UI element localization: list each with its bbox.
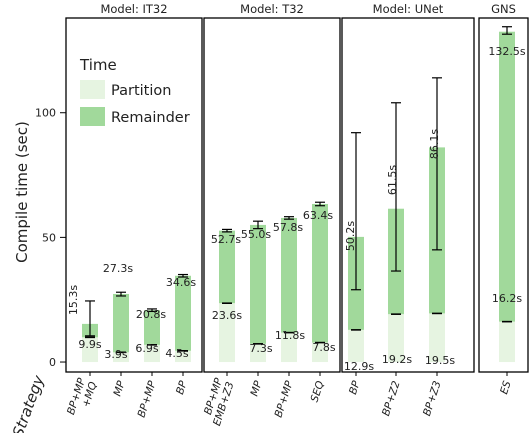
x-tick-label: BP: [347, 379, 363, 396]
panel-frame: [65, 17, 203, 373]
x-tick-label: MP: [111, 379, 127, 398]
bar-partition: [388, 314, 404, 363]
total-value-label: 132.5s: [488, 45, 525, 58]
legend-title: Time: [79, 56, 117, 74]
partition-value-label: 7.3s: [249, 342, 272, 355]
total-value-label: 55.0s: [241, 228, 271, 241]
total-value-label: 61.5s: [386, 165, 399, 195]
partition-value-label: 16.2s: [492, 292, 522, 305]
total-value-label: 63.4s: [303, 209, 333, 222]
bar-remainder: [175, 275, 191, 351]
bar-partition: [348, 329, 364, 363]
x-tick-label: BP+MP: [273, 379, 296, 419]
legend-swatch: [80, 107, 105, 126]
x-tick-label: BP+Z2: [380, 379, 403, 417]
x-tick-label: BP+MP+MQ: [65, 376, 100, 420]
bar-partition: [312, 342, 328, 363]
x-tick-label-line: BP: [347, 379, 363, 396]
y-tick-label: 50: [42, 231, 56, 244]
x-axis-label: Strategy: [9, 372, 48, 433]
x-tick-label: BP+MP: [136, 379, 159, 419]
partition-value-label: 23.6s: [212, 309, 242, 322]
bar-remainder: [312, 203, 328, 343]
total-value-label: 52.7s: [211, 233, 241, 246]
x-tick-label-line: SEQ: [309, 379, 327, 403]
x-tick-label: BP: [174, 379, 190, 396]
total-value-label: 20.8s: [136, 308, 166, 321]
bar-partition: [281, 332, 297, 363]
y-tick-label: 100: [35, 107, 56, 120]
bar-remainder: [219, 230, 235, 304]
x-tick-label: MP: [248, 379, 264, 398]
total-value-label: 15.3s: [67, 285, 80, 315]
total-value-label: 34.6s: [166, 276, 196, 289]
x-tick-label-line: BP+Z2: [380, 379, 403, 417]
x-tick-label: BP+Z3: [421, 379, 444, 417]
panel-title: Model: UNet: [373, 2, 444, 16]
x-tick-label-line: BP+MP: [136, 379, 159, 419]
partition-value-label: 4.5s: [165, 347, 188, 360]
panel-frame: [478, 17, 529, 373]
bar-partition: [429, 313, 445, 363]
total-value-label: 57.8s: [273, 221, 303, 234]
x-tick-label-line: BP: [174, 379, 190, 396]
bar-partition: [499, 321, 515, 363]
x-tick-label: BP+MPEMB+Z3: [200, 376, 237, 427]
panel-frame: [203, 17, 341, 373]
panel-title: GNS: [491, 2, 516, 16]
x-tick-label: SEQ: [309, 379, 327, 403]
bar-remainder: [250, 224, 266, 344]
x-tick-label-line: BP+Z3: [421, 379, 444, 417]
bar-partition: [113, 352, 129, 363]
panel-title: Model: T32: [240, 2, 304, 16]
x-tick-label-line: ES: [498, 379, 514, 396]
partition-value-label: 12.9s: [344, 360, 374, 373]
x-tick-label-line: BP+MP: [273, 379, 296, 419]
x-tick-label: ES: [498, 379, 514, 396]
bar-remainder: [144, 310, 160, 345]
bar-remainder: [113, 293, 129, 353]
legend-swatch: [80, 80, 105, 99]
partition-value-label: 11.8s: [275, 329, 305, 342]
total-value-label: 86.1s: [428, 129, 441, 159]
partition-value-label: 9.9s: [78, 338, 101, 351]
bar-remainder: [499, 31, 515, 322]
panel-frame: [341, 17, 475, 373]
bar-partition: [175, 350, 191, 363]
x-tick-label-line: MP: [111, 379, 127, 398]
bar-partition: [82, 337, 98, 363]
total-value-label: 27.3s: [103, 262, 133, 275]
total-value-label: 50.2s: [344, 221, 357, 251]
partition-value-label: 3.9s: [104, 348, 127, 361]
legend-label: Remainder: [111, 110, 190, 126]
y-axis-label: Compile time (sec): [13, 121, 31, 263]
bar-partition: [219, 303, 235, 363]
panel-title: Model: IT32: [100, 2, 167, 16]
legend-label: Partition: [111, 83, 171, 99]
bar-partition: [144, 344, 160, 363]
y-tick-label: 0: [49, 356, 56, 369]
bar-remainder: [281, 217, 297, 333]
partition-value-label: 19.2s: [382, 353, 412, 366]
partition-value-label: 19.5s: [425, 354, 455, 367]
partition-value-label: 6.9s: [135, 342, 158, 355]
x-tick-label-line: MP: [248, 379, 264, 398]
partition-value-label: 7.8s: [312, 341, 335, 354]
bar-partition: [250, 343, 266, 363]
